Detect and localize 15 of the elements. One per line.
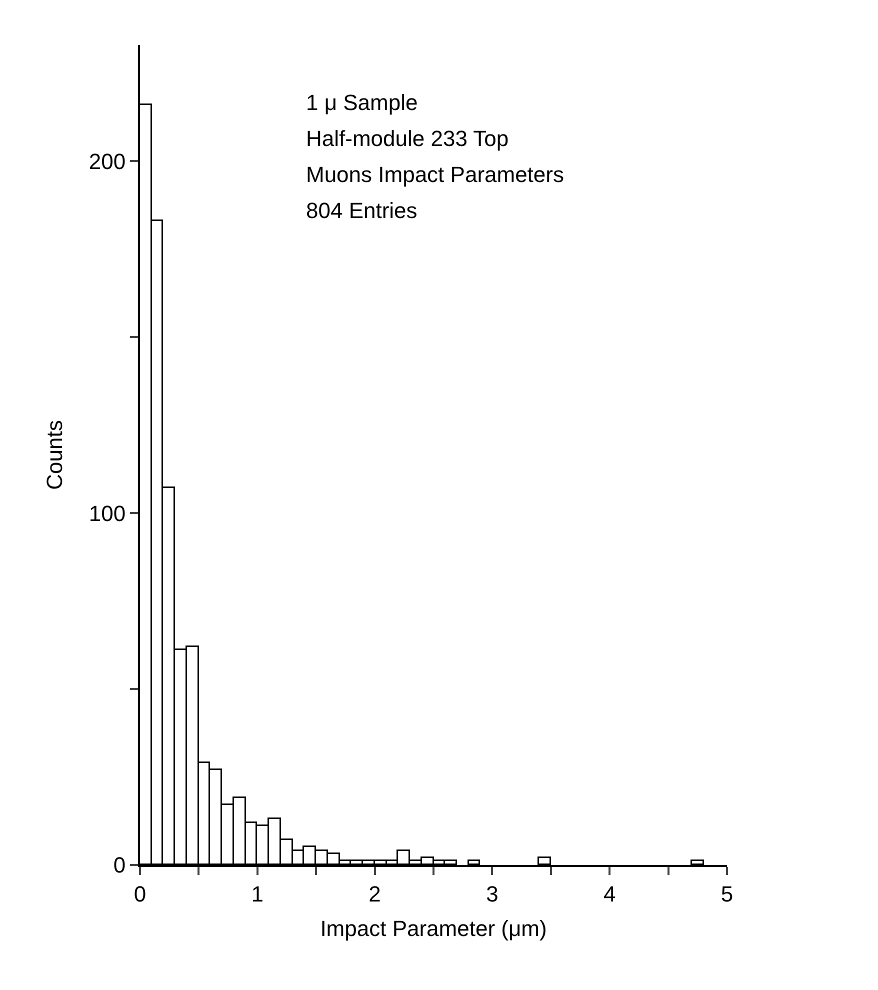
annotation: 804 Entries — [306, 198, 418, 223]
y-tick-label: 100 — [88, 500, 126, 526]
annotation: Muons Impact Parameters — [306, 162, 564, 187]
annotation: Half-module 233 Top — [306, 126, 509, 151]
x-tick-label: 3 — [486, 881, 498, 906]
x-tick-label: 0 — [134, 881, 146, 906]
x-tick-label: 1 — [251, 881, 264, 906]
x-tick-label: 4 — [603, 881, 616, 906]
x-tick-label: 5 — [720, 881, 734, 906]
annotation: 1 μ Sample — [306, 90, 418, 115]
x-tick-label: 2 — [368, 881, 381, 906]
x-axis-title: Impact Parameter (μm) — [320, 916, 547, 941]
y-tick-label: 200 — [88, 148, 126, 174]
y-axis-title: Counts — [42, 420, 68, 490]
y-tick-label: 0 — [113, 852, 126, 878]
